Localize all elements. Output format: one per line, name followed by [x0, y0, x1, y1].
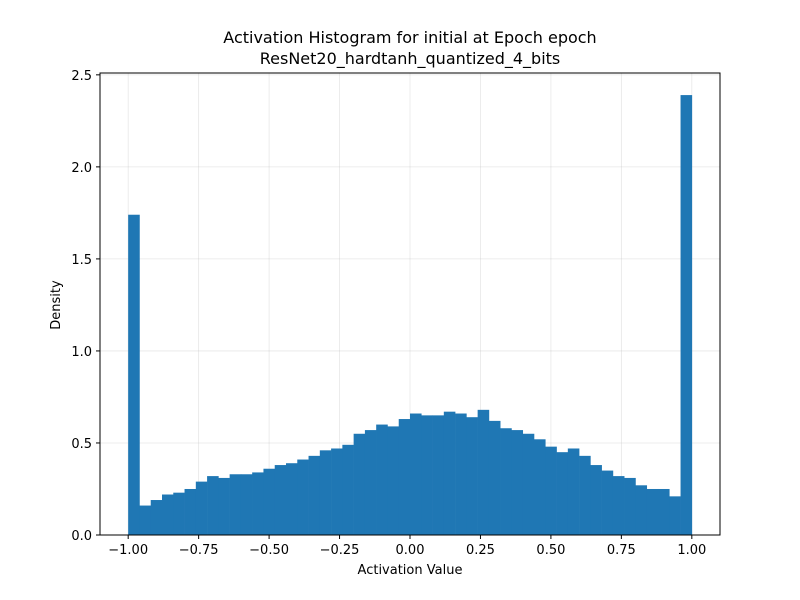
- y-tick-label: 0.0: [71, 529, 92, 544]
- histogram-bar: [252, 472, 264, 535]
- x-tick-label: −0.75: [179, 543, 219, 558]
- x-tick-label: −0.25: [320, 543, 360, 558]
- chart-title-line1: Activation Histogram for initial at Epoc…: [223, 28, 596, 47]
- x-tick-label: 0.25: [466, 543, 495, 558]
- histogram-bar: [398, 419, 411, 535]
- histogram-bar: [410, 413, 422, 535]
- histogram-bar: [218, 477, 230, 535]
- histogram-bar: [331, 448, 343, 535]
- histogram-bar: [240, 474, 253, 535]
- x-tick-label: 1.00: [677, 543, 706, 558]
- histogram-bar: [601, 470, 614, 535]
- y-tick-label: 2.0: [71, 161, 92, 176]
- x-axis-label: Activation Value: [358, 563, 463, 578]
- histogram-bar: [455, 413, 467, 535]
- x-tick-label: −0.50: [249, 543, 289, 558]
- x-tick-label: 0.00: [396, 543, 425, 558]
- chart-title-line2: ResNet20_hardtanh_quantized_4_bits: [260, 49, 561, 69]
- x-tick-label: 0.50: [536, 543, 565, 558]
- histogram-bar: [534, 439, 546, 535]
- histogram-bar: [556, 452, 569, 535]
- histogram-bar: [297, 459, 309, 535]
- histogram-bar: [173, 492, 185, 535]
- histogram-bar: [342, 444, 354, 535]
- histogram-bar: [128, 214, 140, 536]
- x-tick-label: −1.00: [108, 543, 148, 558]
- histogram-bar: [319, 450, 332, 535]
- x-tick-label: 0.75: [607, 543, 636, 558]
- histogram-bar: [387, 426, 400, 535]
- histogram-bar: [466, 417, 478, 535]
- y-tick-label: 0.5: [71, 437, 92, 452]
- histogram-bar: [612, 476, 625, 535]
- histogram-bar: [274, 465, 287, 535]
- y-tick-label: 1.5: [71, 253, 92, 268]
- histogram-bar: [286, 463, 298, 535]
- histogram-bar: [477, 409, 490, 535]
- histogram-bar: [443, 411, 456, 535]
- histogram-bar: [184, 488, 197, 535]
- histogram-bar: [150, 500, 163, 535]
- histogram-bar: [263, 468, 276, 535]
- histogram-bar: [646, 488, 659, 535]
- histogram-bar: [229, 474, 242, 535]
- histogram-bar: [364, 430, 377, 535]
- histogram-bar: [624, 477, 636, 535]
- histogram-bar: [139, 505, 152, 535]
- bars: [128, 95, 693, 536]
- histogram-bar: [162, 494, 174, 535]
- histogram-bar: [511, 430, 524, 535]
- histogram-bar: [488, 420, 501, 535]
- y-tick-label: 2.5: [71, 69, 92, 84]
- axes: −1.00 −0.75 −0.50 −0.25 0.00 0.25 0.50 0.75 1.00…: [71, 69, 721, 558]
- histogram-bar: [432, 415, 445, 535]
- y-tick-label: 1.0: [71, 345, 92, 360]
- histogram-bar: [669, 496, 681, 535]
- histogram-bar: [376, 424, 388, 535]
- y-axis-label: Density: [49, 280, 64, 330]
- histogram-bar: [579, 455, 591, 535]
- histogram-bar: [567, 448, 580, 535]
- histogram-bar: [308, 455, 321, 535]
- histogram-bar: [590, 465, 602, 535]
- histogram-bar: [195, 481, 208, 535]
- histogram-bar: [522, 433, 535, 535]
- histogram-bar: [207, 476, 219, 535]
- histogram-bar: [635, 485, 648, 535]
- histogram-bar: [680, 95, 693, 535]
- histogram-bar: [545, 446, 557, 535]
- histogram-bar: [353, 433, 366, 535]
- histogram-bar: [658, 488, 670, 535]
- histogram-bar: [500, 428, 512, 535]
- histogram-bar: [421, 415, 433, 535]
